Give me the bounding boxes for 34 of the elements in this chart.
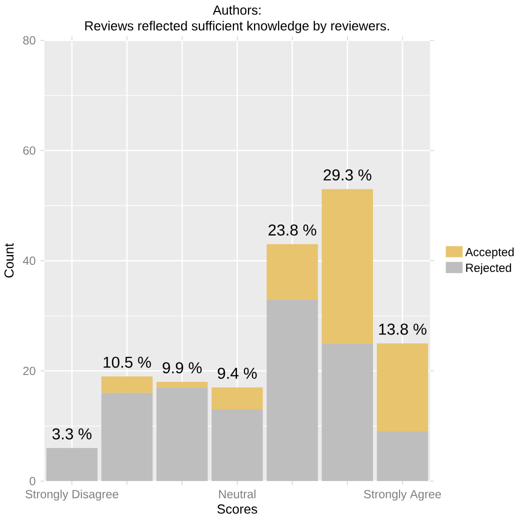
- annotation: 13.8 %: [379, 324, 426, 335]
- x-tick-label: Neutral: [219, 490, 256, 498]
- y-tick-label: 80: [23, 36, 36, 44]
- x-tick-label: Strongly Disagree: [26, 490, 118, 501]
- bar: [266, 244, 318, 300]
- legend-label: Rejected: [466, 263, 512, 274]
- x-axis-title: Scores: [217, 504, 258, 514]
- bar: [156, 382, 208, 388]
- bar: [266, 299, 318, 482]
- annotation: 9.9 %: [162, 362, 202, 374]
- bar: [46, 448, 98, 482]
- bar: [156, 387, 208, 482]
- annotation: 29.3 %: [324, 169, 372, 180]
- annotation: 10.5 %: [104, 356, 151, 368]
- y-tick-label: 20: [23, 366, 36, 376]
- bar: [376, 431, 428, 482]
- y-axis-title: Count: [4, 243, 14, 278]
- bar: [322, 343, 374, 482]
- bar: [376, 343, 428, 432]
- annotation: 9.4 %: [218, 368, 257, 379]
- bar: [101, 392, 153, 482]
- chart-title: Authors:: [212, 5, 260, 15]
- y-tick-label: 60: [23, 146, 36, 155]
- y-tick-label: 40: [22, 256, 36, 265]
- x-tick-label: Strongly Agree: [364, 490, 441, 501]
- annotation: 23.8 %: [268, 224, 316, 236]
- bar: [212, 387, 263, 410]
- annotation: 3.3 %: [52, 428, 92, 440]
- bar: [322, 189, 374, 344]
- y-tick-label: 0: [30, 476, 36, 486]
- bar: [212, 409, 263, 482]
- bar: [101, 376, 153, 393]
- chart-subtitle: Reviews reflected sufficient knowledge by reviewers.: [85, 20, 389, 34]
- legend-label: Accepted: [465, 248, 514, 259]
